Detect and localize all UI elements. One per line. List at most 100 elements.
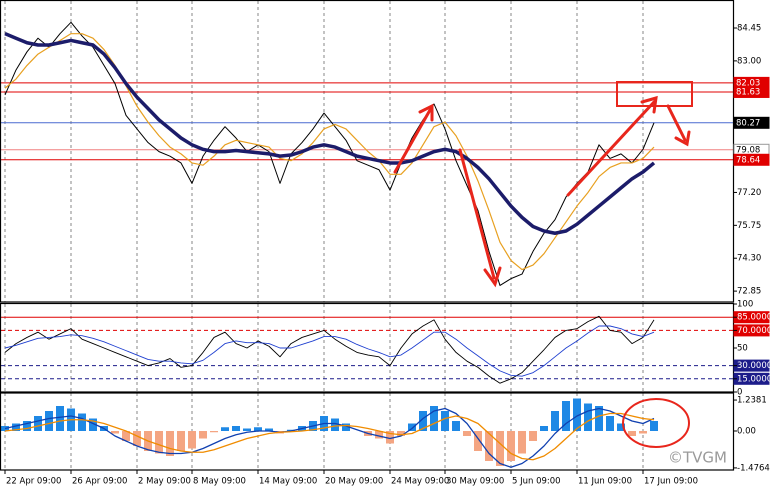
histogram-bar xyxy=(210,431,218,433)
y-tick-label: 77.20 xyxy=(737,188,761,198)
histogram-bar xyxy=(639,431,647,434)
watermark: ©TVGM xyxy=(668,449,727,467)
x-tick-label: 20 May 09:00 xyxy=(325,477,383,487)
x-tick-label: 24 May 09:00 xyxy=(391,477,449,487)
x-tick-label: 8 May 09:00 xyxy=(193,477,246,487)
level-label: 82.03 xyxy=(736,78,760,88)
level-label-box xyxy=(733,116,770,129)
y-tick-label: 74.30 xyxy=(737,254,761,264)
y-tick-label: 100 xyxy=(737,300,753,310)
histogram-bar xyxy=(166,431,174,456)
histogram-bar xyxy=(243,428,251,431)
histogram-bar xyxy=(122,431,130,441)
y-tick-label: 83.00 xyxy=(737,56,761,66)
series-line xyxy=(4,315,655,384)
histogram-bar xyxy=(496,431,504,466)
histogram-bar xyxy=(177,431,185,451)
y-tick-label: 75.75 xyxy=(737,221,761,231)
histogram-bar xyxy=(518,431,526,454)
histogram-bar xyxy=(573,398,581,431)
annotations xyxy=(393,81,693,448)
histogram-bar xyxy=(584,403,592,431)
arrow-head xyxy=(483,266,502,288)
y-tick-label: 15.0000 xyxy=(737,374,770,384)
histogram-bar xyxy=(562,401,570,431)
histogram-bar xyxy=(12,423,20,431)
histogram-bar xyxy=(56,406,64,431)
histogram-bar xyxy=(375,431,383,439)
histogram-bar xyxy=(628,431,636,436)
x-tick-label: 5 Jun 09:00 xyxy=(512,477,561,487)
histogram-bar xyxy=(232,426,240,431)
level-label: 78.64 xyxy=(736,155,760,165)
level-label: 79.08 xyxy=(736,145,760,155)
histogram-bar xyxy=(221,427,229,431)
histogram-bar xyxy=(397,431,405,436)
histogram-bar xyxy=(441,411,449,431)
histogram-bar xyxy=(540,426,548,431)
histogram-bar xyxy=(485,431,493,461)
histogram-bar xyxy=(199,431,207,439)
histogram-bar xyxy=(188,431,196,449)
histogram-bar xyxy=(386,431,394,444)
x-tick-label: 22 Apr 09:00 xyxy=(6,477,61,487)
highlight-circle xyxy=(622,398,690,448)
y-tick-label: 84.45 xyxy=(737,23,761,33)
x-tick-label: 17 Jun 09:00 xyxy=(644,477,698,487)
histogram-bar xyxy=(507,431,515,461)
histogram-bar xyxy=(89,418,97,431)
histogram-bar xyxy=(155,431,163,454)
arrow-head xyxy=(674,130,691,147)
histogram-bar xyxy=(78,413,86,431)
series-line xyxy=(4,412,655,461)
arrow-head xyxy=(418,103,434,122)
histogram-bar xyxy=(408,423,416,431)
series-line xyxy=(4,407,655,468)
histogram-bar xyxy=(254,427,262,431)
histogram-bar xyxy=(551,411,559,431)
y-tick-label: 70.0000 xyxy=(737,326,770,336)
y-tick-label: 0.00 xyxy=(737,427,756,437)
series-line xyxy=(4,325,655,377)
histogram-bar xyxy=(606,416,614,431)
level-label: 80.27 xyxy=(736,118,760,128)
y-tick-label: 72.85 xyxy=(737,287,761,297)
histogram-bar xyxy=(331,418,339,431)
histogram-bar xyxy=(474,431,482,451)
histogram-bar xyxy=(617,423,625,431)
histogram-bar xyxy=(45,411,53,431)
level-label: 81.63 xyxy=(736,87,760,97)
histogram-bar xyxy=(430,406,438,431)
histogram-bar xyxy=(529,431,537,441)
histogram-bar xyxy=(342,423,350,431)
histogram-bar xyxy=(419,411,427,431)
arrow xyxy=(458,148,496,280)
arrow xyxy=(393,108,432,174)
y-tick-label: 30.0000 xyxy=(737,361,770,371)
series-line xyxy=(4,32,656,236)
histogram-bar xyxy=(23,421,31,431)
level-label-box xyxy=(733,85,770,98)
histogram-bar xyxy=(650,421,658,431)
histogram-bar xyxy=(265,428,273,431)
arrow xyxy=(566,100,656,197)
histogram-bar xyxy=(463,431,471,436)
y-tick-label: 1.2381 xyxy=(737,396,767,406)
histogram-bar xyxy=(452,421,460,431)
x-tick-label: 11 Jun 09:00 xyxy=(578,477,632,487)
arrow xyxy=(666,104,687,142)
arrow-head xyxy=(640,95,658,114)
x-tick-label: 30 May 09:00 xyxy=(446,477,504,487)
x-tick-label: 14 May 09:00 xyxy=(259,477,317,487)
marks xyxy=(1,21,658,468)
y-tick-label: 85.0000 xyxy=(737,313,770,323)
x-tick-label: 2 May 09:00 xyxy=(138,477,191,487)
histogram-bar xyxy=(133,431,141,446)
x-tick-label: 26 Apr 09:00 xyxy=(72,477,127,487)
histogram-bar xyxy=(595,406,603,431)
histogram-bar xyxy=(111,431,119,434)
level-label-box xyxy=(733,153,770,166)
histogram-bar xyxy=(34,416,42,431)
